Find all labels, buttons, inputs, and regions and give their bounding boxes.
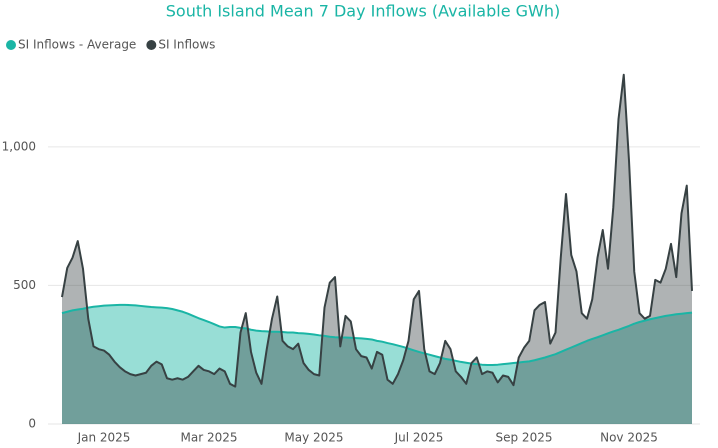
- line: [61, 73, 693, 388]
- chart-title: South Island Mean 7 Day Inflows (Availab…: [166, 2, 560, 21]
- x-tick-label: Sep 2025: [496, 431, 553, 445]
- legend-marker: [146, 40, 157, 50]
- area: [62, 304, 692, 424]
- y-tick-label: 500: [13, 278, 36, 292]
- legend-label: SI Inflows - Average: [18, 38, 136, 52]
- x-tick-label: Jan 2025: [77, 431, 131, 445]
- x-tick-label: Nov 2025: [600, 431, 658, 445]
- y-tick-label: 1,000: [2, 139, 36, 153]
- area: [62, 74, 692, 425]
- x-tick-label: Mar 2025: [181, 431, 238, 445]
- x-tick-label: Jul 2025: [394, 431, 444, 445]
- x-tick-label: May 2025: [284, 431, 343, 445]
- legend-marker: [6, 40, 16, 50]
- y-tick-label: 0: [28, 417, 36, 431]
- line: [61, 303, 693, 366]
- legend-label: SI Inflows: [158, 38, 215, 52]
